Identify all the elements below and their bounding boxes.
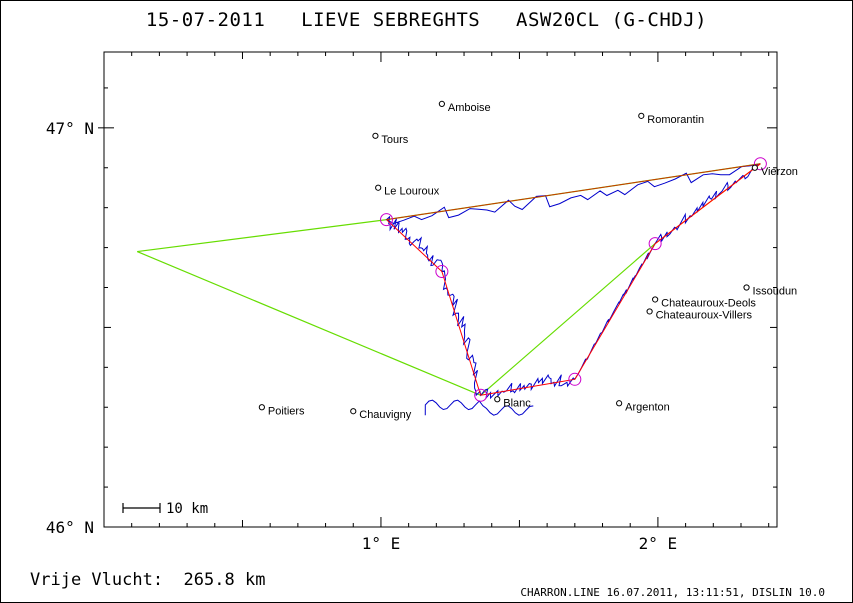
town-marker bbox=[616, 400, 623, 407]
turnpoint-ring bbox=[435, 265, 449, 279]
town-label: Amboise bbox=[448, 102, 491, 114]
town-label: Chateauroux-Deols bbox=[661, 297, 756, 309]
town-label: Vierzon bbox=[761, 166, 798, 178]
town-label: Chateauroux-Villers bbox=[656, 309, 753, 321]
town-marker bbox=[646, 308, 653, 315]
turnpoint-ring bbox=[379, 213, 393, 227]
triangle-leg bbox=[137, 251, 481, 396]
route-leg bbox=[654, 163, 761, 244]
route-leg bbox=[386, 163, 761, 221]
town-marker bbox=[743, 284, 750, 291]
turnpoint-ring bbox=[568, 372, 582, 386]
gps-track-thermal bbox=[424, 399, 534, 416]
town-label: Poitiers bbox=[268, 405, 305, 417]
triangle-leg bbox=[480, 243, 656, 396]
y-tick-label: 47° N bbox=[46, 119, 94, 138]
x-tick-label: 1° E bbox=[362, 534, 401, 553]
axis-labels: 47° N 46° N 1° E 2° E bbox=[46, 119, 677, 553]
scale-bar-label: 10 km bbox=[166, 501, 208, 517]
scale-bar: 10 km bbox=[122, 501, 208, 517]
route-leg bbox=[441, 271, 482, 396]
town-label: Le Louroux bbox=[384, 186, 440, 198]
y-tick-label: 46° N bbox=[46, 518, 94, 537]
town-marker bbox=[375, 184, 382, 191]
credits: CHARRON.LINE 16.07.2011, 13:11:51, DISLI… bbox=[520, 586, 825, 599]
turnpoint-ring bbox=[474, 388, 488, 402]
town-marker bbox=[652, 296, 659, 303]
town-marker bbox=[372, 132, 379, 139]
town-marker bbox=[638, 112, 645, 119]
turnpoint-ring bbox=[753, 157, 767, 171]
route-leg bbox=[574, 243, 656, 380]
x-tick-label: 2° E bbox=[639, 534, 678, 553]
pilot-name: LIEVE SEBREGHTS bbox=[301, 9, 481, 31]
chart-title: 15-07-2011 LIEVE SEBREGHTS ASW20CL (G-CH… bbox=[0, 9, 853, 31]
free-flight-triangle bbox=[137, 163, 761, 396]
town-marker bbox=[494, 396, 501, 403]
gps-track-line bbox=[385, 163, 761, 400]
town-marker bbox=[350, 408, 357, 415]
town-marker bbox=[258, 404, 265, 411]
route-leg bbox=[480, 378, 575, 396]
free-flight-label: Vrije Vlucht: bbox=[30, 570, 164, 590]
map-plot-area bbox=[103, 51, 778, 528]
flight-date: 15-07-2011 bbox=[145, 9, 266, 31]
gps-track bbox=[385, 163, 761, 416]
town-label: Issoudun bbox=[753, 286, 798, 298]
town-label: Romorantin bbox=[647, 114, 704, 126]
triangle-leg bbox=[137, 219, 387, 253]
town-label: Tours bbox=[381, 134, 408, 146]
town-label: Argenton bbox=[625, 401, 670, 413]
free-flight-value: 265.8 km bbox=[183, 570, 266, 590]
town-marker bbox=[438, 100, 445, 107]
free-flight-distance: Vrije Vlucht: 265.8 km bbox=[30, 570, 265, 590]
town-label: Chauvigny bbox=[359, 409, 411, 421]
glider-type: ASW20CL (G-CHDJ) bbox=[516, 9, 708, 31]
towns: Amboise Romorantin Tours Vierzon Le Louroux I… bbox=[258, 100, 798, 421]
town-marker bbox=[751, 164, 758, 171]
route-leg bbox=[386, 219, 443, 272]
town-label: Blanc bbox=[503, 397, 531, 409]
turnpoint-ring bbox=[648, 237, 662, 251]
task-route bbox=[386, 163, 761, 396]
turnpoints bbox=[379, 157, 767, 402]
axis-ticks bbox=[98, 52, 777, 527]
